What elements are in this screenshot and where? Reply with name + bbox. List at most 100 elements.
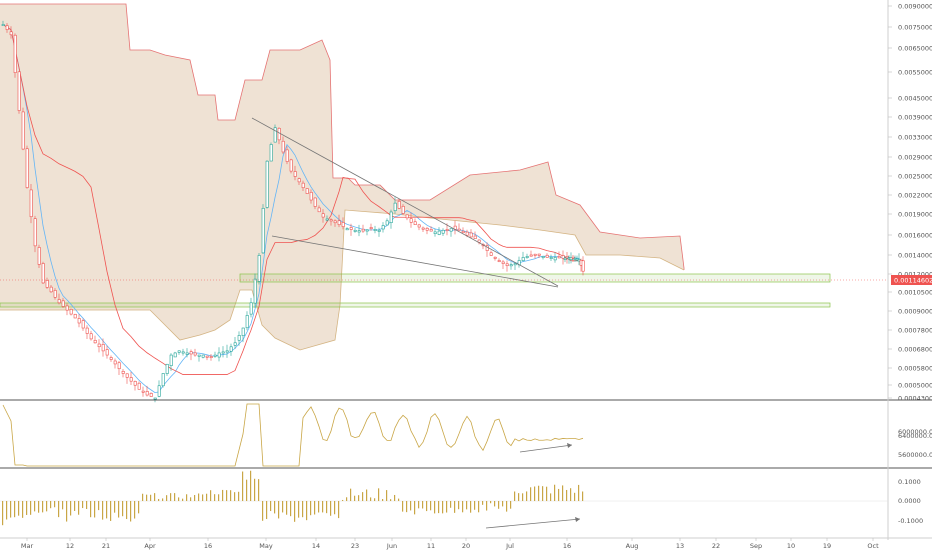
- time-axis[interactable]: Mar 12 21 Apr 16 May 14 23 Jun 11 20 Jul 16 Aug 13 22 Se…: [21, 538, 879, 550]
- histogram-bar: [482, 501, 484, 505]
- histogram-bar: [178, 497, 180, 501]
- histogram-bar: [246, 479, 248, 501]
- histogram-bar: [318, 501, 320, 513]
- oscillator-tick-label: 0.0000: [898, 497, 921, 505]
- candle-body: [545, 254, 549, 258]
- histogram-bar: [302, 501, 304, 518]
- candle-body: [369, 227, 373, 229]
- histogram-bar: [338, 501, 340, 519]
- histogram-bar: [410, 501, 412, 511]
- candle-body: [521, 257, 525, 261]
- candle-body: [533, 253, 537, 256]
- candle-body: [169, 354, 173, 366]
- time-tick-label: Aug: [626, 542, 639, 550]
- histogram-bar: [526, 491, 528, 501]
- histogram-bar: [58, 501, 60, 518]
- candle-body: [405, 214, 409, 219]
- histogram-bar: [394, 494, 396, 501]
- histogram-bar: [82, 501, 84, 509]
- candle-body: [25, 148, 29, 188]
- histogram-bar: [542, 486, 544, 501]
- histogram-bar: [30, 501, 32, 515]
- histogram-bar: [554, 484, 556, 501]
- histogram-bar: [118, 501, 120, 518]
- histogram-bar: [442, 501, 444, 514]
- time-tick-label: 10: [787, 542, 795, 550]
- candle-body: [477, 239, 481, 243]
- candle-body: [301, 182, 305, 189]
- candle-body: [257, 255, 261, 282]
- candle-body: [441, 229, 445, 234]
- oscillator-axis[interactable]: 0.1000 0.0000 -0.1000: [898, 478, 923, 525]
- histogram-bar: [2, 501, 4, 526]
- histogram-bar: [562, 485, 564, 501]
- histogram-bar: [10, 501, 12, 518]
- candle-body: [17, 71, 21, 111]
- candle-body: [77, 318, 81, 324]
- histogram-bar: [174, 493, 176, 501]
- candle-body: [33, 218, 37, 247]
- candle-body: [237, 335, 241, 341]
- candle-body: [69, 309, 73, 315]
- candle-body: [549, 257, 553, 259]
- histogram-bar: [510, 501, 512, 509]
- histogram-bar: [234, 492, 236, 501]
- trendline-upper: [251, 117, 559, 287]
- candle-body: [357, 230, 361, 233]
- histogram-bar: [198, 493, 200, 501]
- histogram-bar: [462, 501, 464, 513]
- histogram-bar: [390, 499, 392, 501]
- histogram-bar: [326, 501, 328, 514]
- histogram-bar: [494, 501, 496, 507]
- histogram-bar: [478, 501, 480, 513]
- histogram-bar: [218, 494, 220, 501]
- volume-axis[interactable]: 6400000.00006000000.0000 5600000.0000: [898, 428, 932, 459]
- candle-body: [81, 320, 85, 329]
- candle-body: [309, 192, 313, 201]
- candle-body: [433, 231, 437, 234]
- histogram-bar: [150, 494, 152, 501]
- candle-body: [269, 144, 273, 162]
- candle-body: [377, 229, 381, 232]
- histogram-bar: [242, 471, 244, 501]
- time-tick-label: 14: [312, 542, 320, 550]
- time-tick-label: 11: [427, 542, 435, 550]
- senkou-a-line: [0, 3, 685, 270]
- histogram-bar: [114, 501, 116, 513]
- time-tick-label: 19: [823, 542, 831, 550]
- histogram-bar: [306, 501, 308, 521]
- candle-body: [445, 229, 449, 231]
- histogram-bar: [110, 501, 112, 521]
- histogram-bar: [498, 501, 500, 509]
- candles: [1, 20, 585, 403]
- candle-body: [365, 229, 369, 232]
- candle-body: [297, 178, 301, 183]
- histogram-bar: [90, 501, 92, 518]
- candle-body: [93, 339, 97, 344]
- candle-body: [129, 377, 133, 382]
- volume-arrow: [519, 444, 573, 453]
- cloud-fill: [0, 4, 684, 350]
- candle-body: [437, 230, 441, 235]
- histogram-bar: [262, 501, 264, 521]
- candle-body: [425, 227, 429, 231]
- histogram-bar: [438, 501, 440, 514]
- candle-body: [501, 261, 505, 264]
- histogram-bar: [566, 489, 568, 501]
- candle-body: [321, 213, 325, 218]
- candle-body: [37, 247, 41, 265]
- candle-body: [345, 228, 349, 231]
- candle-body: [401, 206, 405, 214]
- candle-body: [21, 111, 25, 150]
- current-price-label: 0.00114602: [894, 277, 932, 285]
- trendlines: [251, 117, 559, 288]
- candle-body: [457, 228, 461, 231]
- candle-body: [133, 381, 137, 386]
